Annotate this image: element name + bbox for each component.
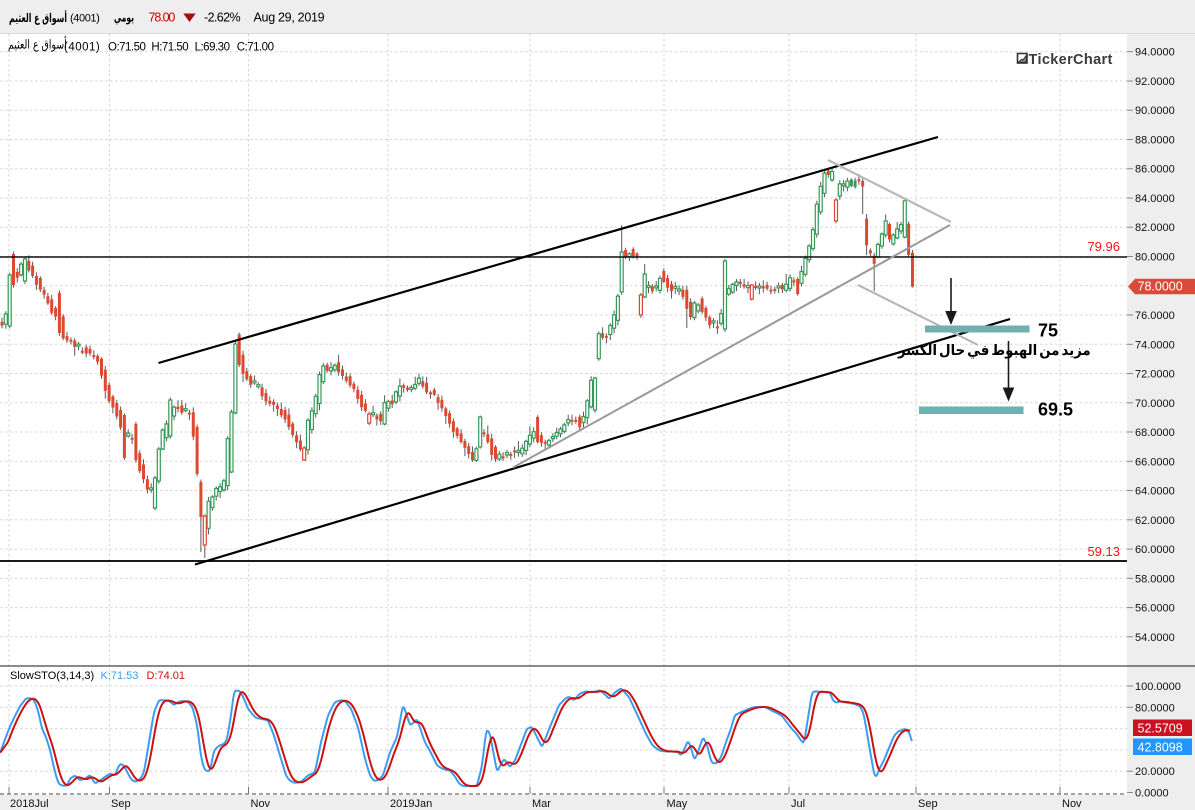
svg-text:78.0000: 78.0000 bbox=[1138, 280, 1183, 294]
svg-text:80.0000: 80.0000 bbox=[1135, 702, 1175, 714]
svg-text:60.0000: 60.0000 bbox=[1135, 544, 1175, 556]
svg-text:75: 75 bbox=[1038, 321, 1058, 341]
svg-text:O:71.50: O:71.50 bbox=[108, 42, 146, 54]
svg-text:-2.62%: -2.62% bbox=[204, 11, 240, 25]
svg-text:70.0000: 70.0000 bbox=[1135, 398, 1175, 410]
svg-text:80.0000: 80.0000 bbox=[1135, 252, 1175, 264]
svg-text:Mar: Mar bbox=[532, 798, 551, 810]
svg-text:SlowSTO(3,14,3): SlowSTO(3,14,3) bbox=[10, 670, 94, 682]
svg-text:May: May bbox=[667, 798, 688, 810]
svg-text:68.0000: 68.0000 bbox=[1135, 427, 1175, 439]
svg-text:Sep: Sep bbox=[918, 798, 938, 810]
svg-text:86.0000: 86.0000 bbox=[1135, 164, 1175, 176]
svg-text:72.0000: 72.0000 bbox=[1135, 369, 1175, 381]
svg-text:D:74.01: D:74.01 bbox=[147, 670, 186, 682]
svg-text:94.0000: 94.0000 bbox=[1135, 47, 1175, 59]
svg-text:C:71.00: C:71.00 bbox=[237, 42, 274, 54]
svg-text:88.0000: 88.0000 bbox=[1135, 135, 1175, 147]
svg-text:L:69.30: L:69.30 bbox=[195, 42, 230, 54]
svg-text:2019Jan: 2019Jan bbox=[390, 798, 432, 810]
svg-text:59.13: 59.13 bbox=[1087, 544, 1120, 559]
svg-text:92.0000: 92.0000 bbox=[1135, 76, 1175, 88]
svg-text:(4001): (4001) bbox=[70, 13, 99, 25]
svg-text:52.5709: 52.5709 bbox=[1138, 722, 1183, 736]
svg-text:100.0000: 100.0000 bbox=[1135, 681, 1181, 693]
svg-text:Nov: Nov bbox=[1062, 798, 1082, 810]
svg-text:74.0000: 74.0000 bbox=[1135, 339, 1175, 351]
svg-text:Nov: Nov bbox=[251, 798, 271, 810]
svg-text:Jul: Jul bbox=[791, 798, 805, 810]
svg-text:56.0000: 56.0000 bbox=[1135, 603, 1175, 615]
svg-text:84.0000: 84.0000 bbox=[1135, 193, 1175, 205]
svg-text:H:71.50: H:71.50 bbox=[151, 42, 188, 54]
svg-text:2018Jul: 2018Jul bbox=[10, 798, 49, 810]
svg-text:58.0000: 58.0000 bbox=[1135, 573, 1175, 585]
svg-text:20.0000: 20.0000 bbox=[1135, 766, 1175, 778]
svg-text:69.5: 69.5 bbox=[1038, 400, 1073, 420]
svg-text:78.00: 78.00 bbox=[149, 11, 176, 25]
svg-text:Aug 29, 2019: Aug 29, 2019 bbox=[254, 11, 325, 25]
svg-text:62.0000: 62.0000 bbox=[1135, 515, 1175, 527]
svg-text:(4001): (4001) bbox=[64, 42, 100, 54]
svg-text:82.0000: 82.0000 bbox=[1135, 222, 1175, 234]
svg-text:54.0000: 54.0000 bbox=[1135, 632, 1175, 644]
svg-text:66.0000: 66.0000 bbox=[1135, 456, 1175, 468]
svg-text:42.8098: 42.8098 bbox=[1138, 741, 1183, 755]
svg-text:79.96: 79.96 bbox=[1087, 239, 1120, 254]
svg-text:0.0000: 0.0000 bbox=[1135, 788, 1169, 800]
svg-text:90.0000: 90.0000 bbox=[1135, 105, 1175, 117]
svg-text:64.0000: 64.0000 bbox=[1135, 486, 1175, 498]
svg-text:76.0000: 76.0000 bbox=[1135, 310, 1175, 322]
svg-text:TickerChart: TickerChart bbox=[1029, 52, 1113, 68]
svg-text:Sep: Sep bbox=[111, 798, 131, 810]
svg-text:K:71.53: K:71.53 bbox=[101, 670, 139, 682]
